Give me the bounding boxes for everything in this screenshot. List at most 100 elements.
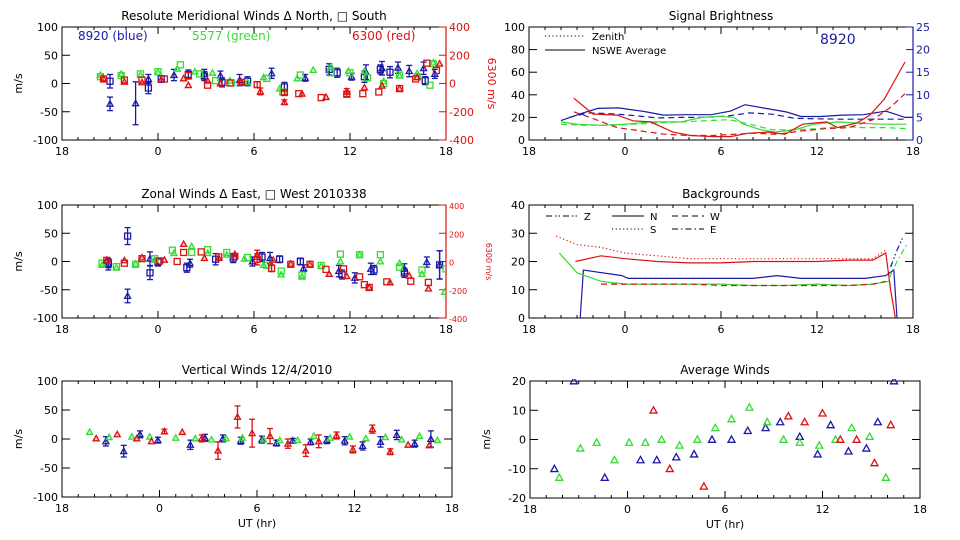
data-point-triangle bbox=[325, 269, 334, 277]
series-6300 bbox=[648, 405, 896, 490]
data-point-triangle bbox=[360, 66, 369, 75]
data-point-square bbox=[203, 81, 212, 89]
y-tick-label: 0 bbox=[518, 312, 525, 325]
data-point-square bbox=[253, 80, 261, 89]
data-point-triangle bbox=[435, 59, 444, 67]
y-tick-label: 50 bbox=[44, 404, 58, 417]
data-point-triangle bbox=[160, 427, 169, 435]
data-point-triangle bbox=[817, 408, 828, 417]
data-point-square bbox=[386, 68, 394, 76]
data-point-square bbox=[231, 252, 239, 261]
data-point-triangle bbox=[238, 433, 247, 441]
legend-annotation: 6300 (red) bbox=[352, 29, 415, 43]
x-tick-label: 18 bbox=[906, 145, 920, 158]
data-point-triangle bbox=[237, 77, 246, 85]
series-5577 bbox=[554, 402, 891, 481]
data-point-square bbox=[426, 81, 434, 89]
y2-tick-label: 0 bbox=[449, 78, 456, 91]
data-point-square bbox=[138, 76, 146, 84]
y-tick-label: 40 bbox=[511, 89, 525, 102]
data-point-square bbox=[280, 88, 289, 97]
data-point-triangle bbox=[135, 430, 145, 438]
series-5577-east bbox=[97, 241, 446, 296]
data-point-triangle bbox=[173, 64, 182, 72]
data-point-triangle bbox=[404, 440, 413, 448]
data-point-triangle bbox=[689, 449, 699, 458]
y-tick-label: 0 bbox=[519, 434, 526, 447]
x-tick-label: 6 bbox=[722, 503, 729, 516]
series-6300-level bbox=[575, 252, 896, 319]
series-line bbox=[888, 244, 908, 279]
data-point-triangle bbox=[269, 255, 278, 263]
data-point-square bbox=[277, 267, 285, 275]
y2-tick-label: 400 bbox=[449, 21, 470, 34]
data-point-square bbox=[400, 269, 409, 277]
chart-title: Average Winds bbox=[680, 363, 770, 377]
x-tick-label: 18 bbox=[523, 503, 537, 516]
data-point-triangle bbox=[368, 424, 377, 433]
data-point-triangle bbox=[293, 435, 302, 444]
plot-area bbox=[97, 226, 446, 304]
data-point-triangle bbox=[422, 257, 431, 266]
data-point-square bbox=[336, 250, 345, 258]
data-point-triangle bbox=[847, 422, 857, 432]
data-point-triangle bbox=[440, 287, 446, 296]
data-point-square bbox=[146, 269, 154, 277]
data-point-triangle bbox=[726, 414, 737, 423]
data-point-triangle bbox=[377, 81, 387, 89]
y-tick-label: 60 bbox=[511, 66, 525, 79]
series-line bbox=[601, 280, 886, 287]
data-point-triangle bbox=[692, 434, 702, 443]
data-point-triangle bbox=[889, 379, 899, 385]
data-point-square bbox=[183, 264, 191, 272]
series-8920-nswe-average bbox=[560, 104, 913, 122]
data-point-square bbox=[360, 281, 369, 289]
data-point-square bbox=[296, 257, 305, 266]
data-point-square bbox=[435, 261, 444, 269]
data-point-triangle bbox=[280, 97, 289, 106]
data-point-triangle bbox=[376, 257, 385, 265]
data-point-triangle bbox=[640, 437, 650, 446]
legend-label: NSWE Average bbox=[592, 46, 666, 57]
data-point-square bbox=[223, 248, 231, 257]
series-line bbox=[890, 235, 904, 268]
y2-axis-label: 6300 m/s bbox=[485, 58, 498, 110]
data-point-triangle bbox=[132, 434, 141, 442]
data-point-triangle bbox=[451, 67, 457, 72]
data-point-square bbox=[395, 71, 404, 79]
data-point-triangle bbox=[213, 446, 223, 454]
data-point-square bbox=[155, 257, 164, 265]
data-point-square bbox=[211, 77, 220, 85]
data-point-triangle bbox=[123, 291, 132, 300]
data-point-triangle bbox=[775, 417, 785, 426]
y-axis-label: m/s bbox=[12, 251, 25, 271]
x-tick-label: 6 bbox=[254, 502, 261, 515]
data-point-square bbox=[120, 76, 129, 84]
y-tick-label: 10 bbox=[512, 404, 526, 417]
data-point-square bbox=[195, 70, 204, 78]
data-point-square bbox=[267, 264, 276, 272]
data-point-triangle bbox=[609, 455, 620, 464]
data-point-square bbox=[442, 265, 446, 273]
data-point-triangle bbox=[216, 79, 225, 87]
data-point-square bbox=[287, 260, 295, 268]
data-point-triangle bbox=[429, 58, 438, 66]
x-axis-label: UT (hr) bbox=[238, 517, 276, 530]
data-point-triangle bbox=[761, 422, 771, 432]
data-point-triangle bbox=[699, 481, 709, 490]
data-point-triangle bbox=[743, 425, 753, 435]
y-tick-label: 100 bbox=[37, 199, 58, 212]
x-tick-label: 12 bbox=[348, 502, 362, 515]
series-6300-s bbox=[555, 235, 887, 260]
data-point-triangle bbox=[376, 437, 385, 445]
y2-tick-label: 0 bbox=[449, 259, 454, 268]
data-point-triangle bbox=[395, 84, 404, 92]
data-point-triangle bbox=[744, 402, 754, 411]
legend-label: W bbox=[710, 212, 720, 223]
y2-tick-label: 10 bbox=[916, 89, 930, 102]
data-point-triangle bbox=[861, 443, 871, 452]
series-5577-e bbox=[888, 244, 908, 279]
data-point-triangle bbox=[265, 253, 275, 262]
